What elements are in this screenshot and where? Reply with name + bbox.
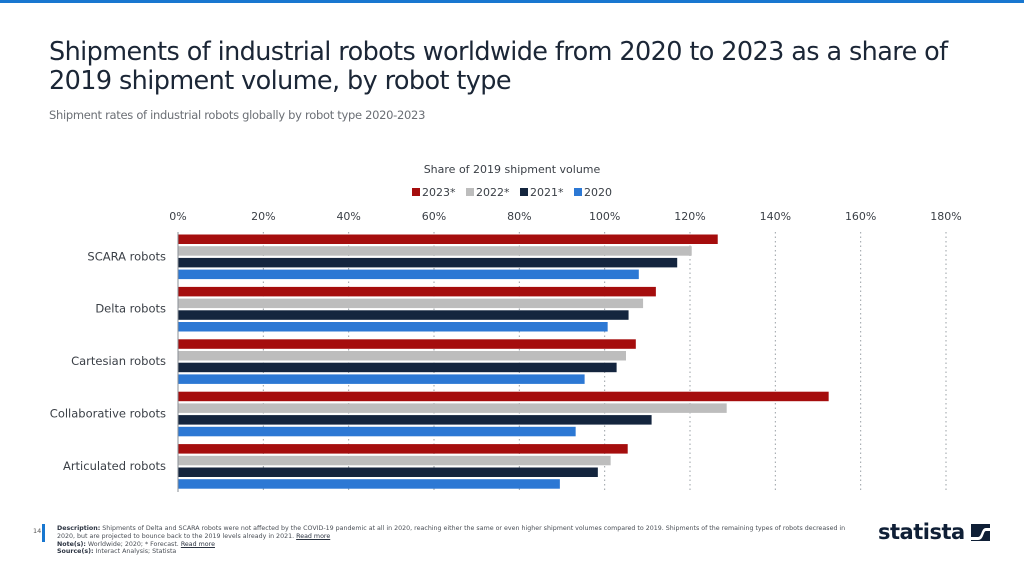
legend: 2023* 2022* 2021* 2020 — [412, 186, 612, 199]
category-label: Delta robots — [95, 302, 166, 316]
x-axis-ticks: 0% 20% 40% 60% 80% 100% 120% 140% 160% 180% — [169, 210, 961, 223]
x-tick-label: 40% — [336, 210, 360, 223]
footer-notes: Description: Shipments of Delta and SCAR… — [57, 525, 857, 556]
x-tick-label: 160% — [845, 210, 876, 223]
bar[interactable] — [178, 444, 628, 454]
bar[interactable] — [178, 351, 626, 361]
bar-chart: Share of 2019 shipment volume 2023* 2022*… — [50, 163, 962, 492]
logo-text: statista — [878, 520, 965, 544]
bar[interactable] — [178, 339, 636, 349]
bar[interactable] — [178, 403, 727, 413]
notes-text: Worldwide; 2020; * Forecast. — [87, 540, 179, 548]
legend-item[interactable]: 2020 — [574, 186, 612, 199]
bar[interactable] — [178, 234, 718, 245]
legend-label: 2022* — [476, 186, 510, 199]
bar[interactable] — [178, 322, 608, 332]
category-label: Cartesian robots — [71, 354, 166, 368]
bar[interactable] — [178, 269, 639, 280]
x-tick-label: 120% — [674, 210, 705, 223]
category-label: Articulated robots — [63, 459, 166, 473]
bar[interactable] — [178, 415, 652, 425]
legend-swatch — [466, 188, 474, 196]
category-label: SCARA robots — [87, 249, 166, 263]
legend-label: 2023* — [422, 186, 456, 199]
top-accent-bar — [0, 0, 1024, 3]
bar[interactable] — [178, 362, 617, 373]
bar[interactable] — [178, 391, 829, 402]
footer-accent-bar — [42, 524, 45, 542]
bar[interactable] — [178, 298, 644, 309]
legend-item[interactable]: 2023* — [412, 186, 456, 199]
legend-label: 2021* — [530, 186, 564, 199]
legend-item[interactable]: 2021* — [520, 186, 564, 199]
axis-title: Share of 2019 shipment volume — [424, 163, 601, 176]
legend-swatch — [520, 188, 528, 196]
read-more-link-notes[interactable]: Read more — [180, 540, 215, 548]
legend-item[interactable]: 2022* — [466, 186, 510, 199]
sources-text: Interact Analysis; Statista — [95, 548, 177, 556]
description-text: Shipments of Delta and SCARA robots were… — [57, 525, 846, 540]
bar[interactable] — [178, 479, 560, 489]
bar[interactable] — [178, 286, 656, 297]
x-tick-label: 20% — [251, 210, 275, 223]
notes-label: Note(s): — [57, 540, 86, 548]
category-labels: SCARA robots Delta robots Cartesian robots… — [50, 249, 166, 473]
legend-label: 2020 — [584, 186, 612, 199]
page-number: 14 — [33, 527, 42, 535]
bars — [178, 234, 829, 489]
bar[interactable] — [178, 257, 678, 268]
bar[interactable] — [178, 310, 629, 320]
bar[interactable] — [178, 374, 585, 384]
page-subtitle: Shipment rates of industrial robots glob… — [49, 108, 426, 122]
statista-logo[interactable]: statista — [878, 520, 990, 544]
category-label: Collaborative robots — [50, 407, 166, 421]
x-tick-label: 100% — [589, 210, 620, 223]
x-tick-label: 0% — [169, 210, 186, 223]
statista-logo-icon — [970, 523, 990, 541]
bar[interactable] — [178, 467, 598, 478]
bar[interactable] — [178, 455, 611, 466]
bar[interactable] — [178, 426, 576, 437]
legend-swatch — [412, 188, 420, 196]
read-more-link-description[interactable]: Read more — [296, 532, 331, 540]
page-title: Shipments of industrial robots worldwide… — [49, 37, 948, 96]
legend-swatch — [574, 188, 582, 196]
description-label: Description: — [57, 525, 101, 532]
x-tick-label: 60% — [422, 210, 446, 223]
bar[interactable] — [178, 246, 692, 256]
sources-label: Source(s): — [57, 548, 94, 556]
x-tick-label: 180% — [930, 210, 961, 223]
x-tick-label: 80% — [507, 210, 531, 223]
x-tick-label: 140% — [760, 210, 791, 223]
